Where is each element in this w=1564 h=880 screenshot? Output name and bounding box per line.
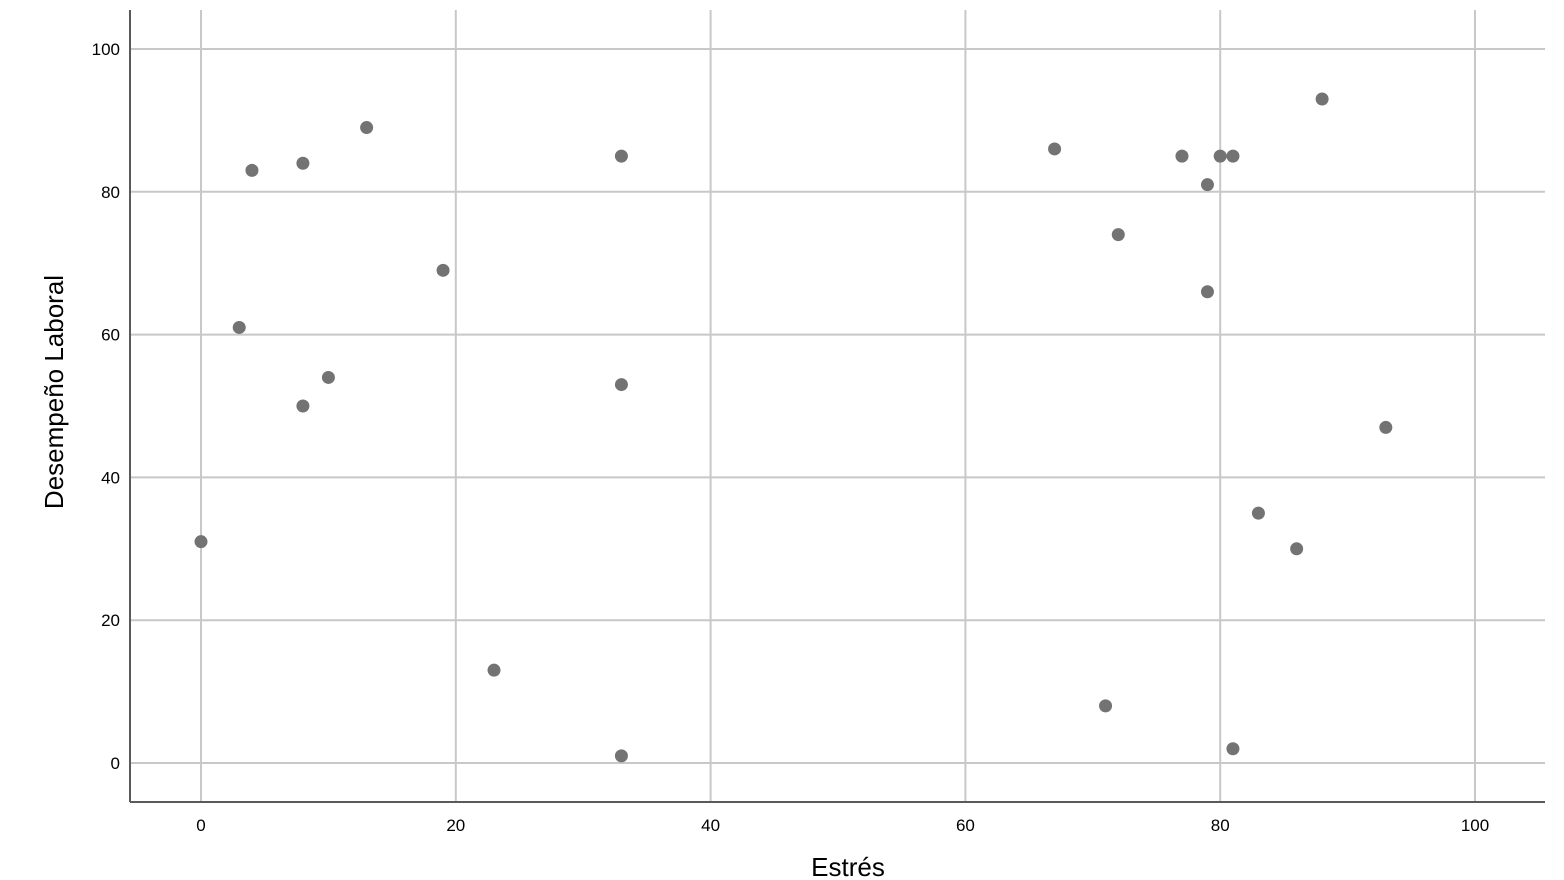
data-point [1290, 542, 1304, 556]
data-point [1251, 506, 1265, 520]
data-point [1379, 420, 1393, 434]
grid-lines [130, 10, 1545, 802]
y-axis-title: Desempeño Laboral [39, 275, 69, 509]
x-tick-label: 20 [446, 816, 465, 835]
data-point [614, 378, 628, 392]
data-point [487, 663, 501, 677]
y-tick-label: 40 [101, 468, 120, 487]
y-tick-label: 0 [111, 754, 120, 773]
data-point [1175, 149, 1189, 163]
data-point [296, 399, 310, 413]
data-point [1315, 92, 1329, 106]
data-point [296, 156, 310, 170]
data-point [614, 749, 628, 763]
x-tick-label: 100 [1461, 816, 1489, 835]
data-point [614, 149, 628, 163]
data-point [232, 320, 246, 334]
data-point [1099, 699, 1113, 713]
y-tick-label: 20 [101, 611, 120, 630]
data-point [1226, 742, 1240, 756]
x-axis-title: Estrés [811, 852, 885, 880]
data-point [1213, 149, 1227, 163]
x-tick-label: 80 [1211, 816, 1230, 835]
data-point [436, 263, 450, 277]
y-tick-label: 80 [101, 183, 120, 202]
data-point [1200, 178, 1214, 192]
tick-labels: 0 20 40 60 80 100 0 20 40 60 80 100 [92, 40, 1490, 835]
data-point [1226, 149, 1240, 163]
data-point [360, 121, 374, 135]
axes [129, 10, 1545, 803]
data-point [1048, 142, 1062, 156]
x-tick-label: 0 [196, 816, 205, 835]
data-point [1200, 285, 1214, 299]
x-tick-label: 60 [956, 816, 975, 835]
y-tick-label: 100 [92, 40, 120, 59]
data-point [321, 370, 335, 384]
x-tick-label: 40 [701, 816, 720, 835]
data-point [245, 163, 259, 177]
data-point [194, 535, 208, 549]
data-point [1111, 228, 1125, 242]
data-points [194, 92, 1393, 763]
y-tick-label: 60 [101, 326, 120, 345]
